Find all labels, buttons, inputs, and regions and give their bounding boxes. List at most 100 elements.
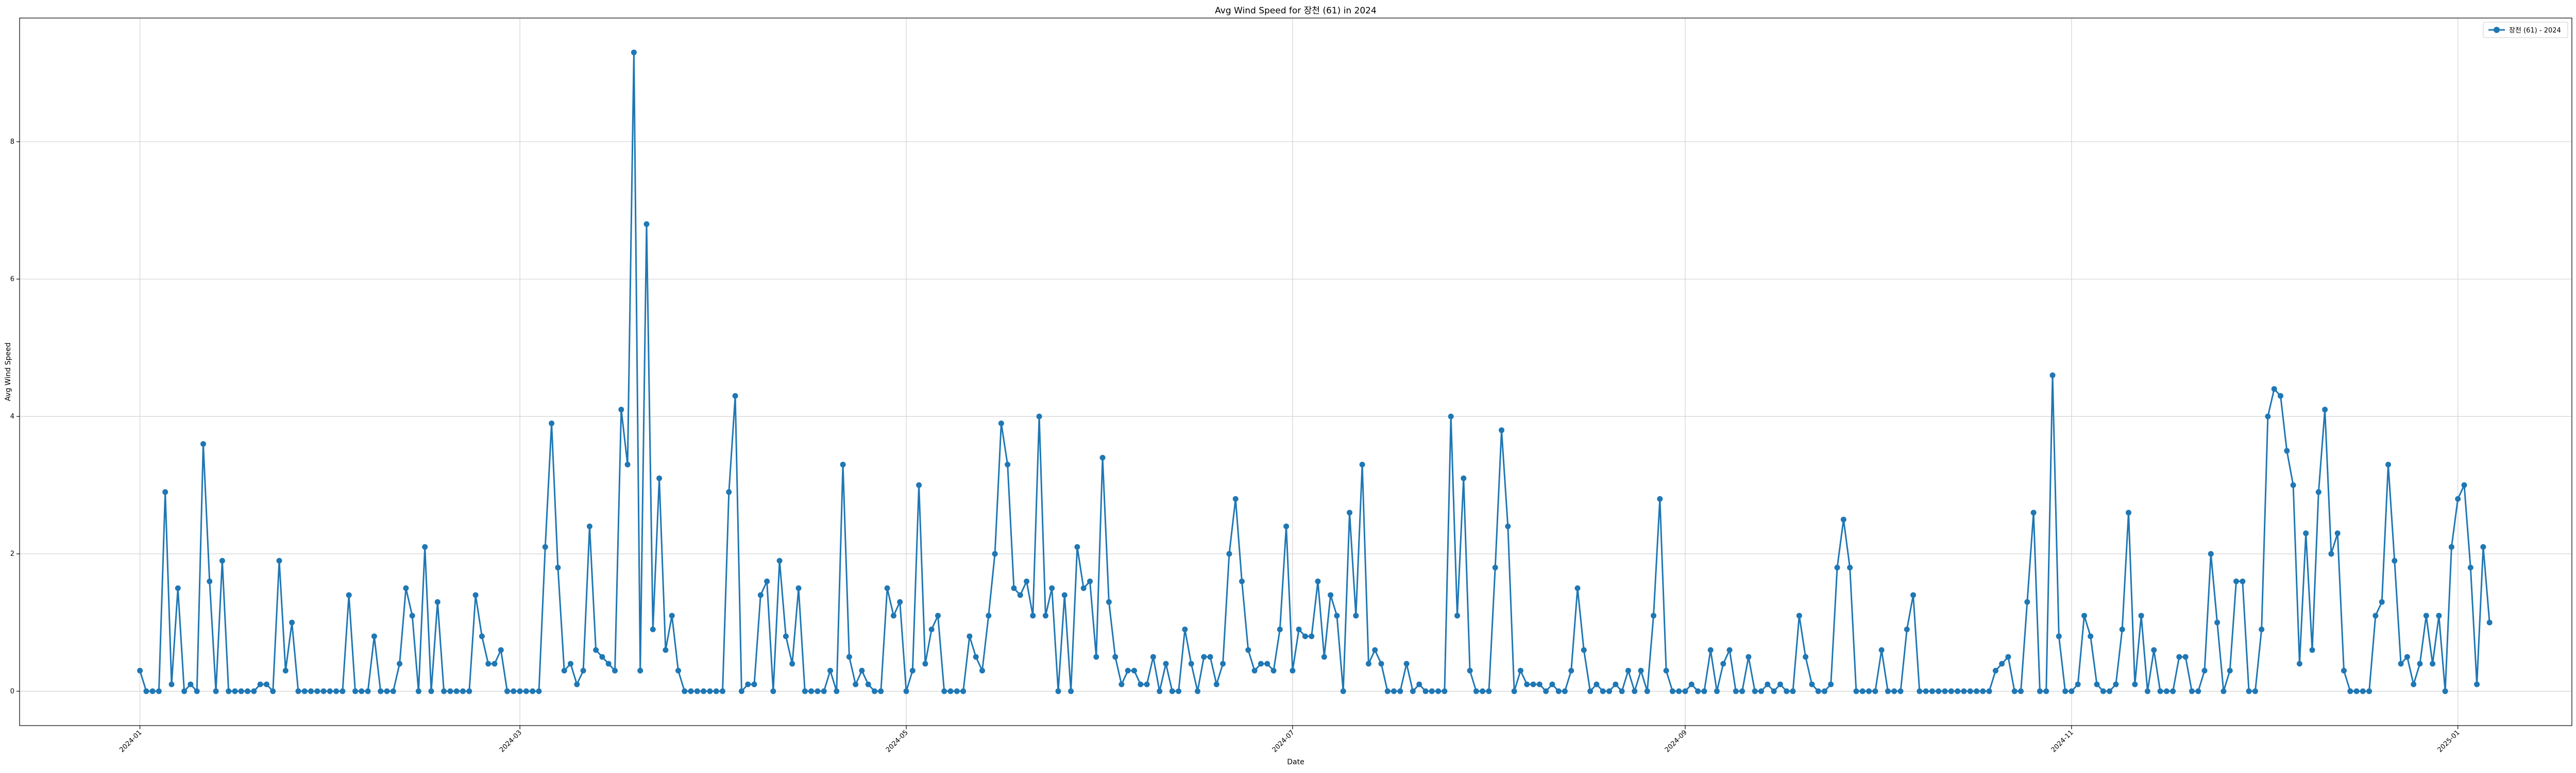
data-point: [967, 633, 973, 640]
data-point: [928, 626, 935, 632]
data-point: [1080, 585, 1087, 591]
data-point: [207, 578, 213, 584]
data-point: [2284, 448, 2290, 454]
data-point: [1562, 688, 1568, 694]
data-point: [586, 523, 592, 529]
data-point: [561, 667, 567, 674]
data-point: [1758, 688, 1764, 694]
data-point: [1638, 667, 1644, 674]
data-point: [1486, 688, 1492, 694]
data-point: [2056, 633, 2062, 640]
data-point: [2189, 688, 2195, 694]
data-point: [1543, 688, 1549, 694]
data-point: [865, 681, 871, 687]
data-point: [745, 681, 751, 687]
data-point: [1163, 661, 1169, 667]
data-point: [1239, 578, 1245, 584]
data-point: [1726, 647, 1733, 653]
data-point: [2170, 688, 2176, 694]
data-point: [1663, 667, 1669, 674]
legend-label: 장천 (61) - 2024: [2509, 27, 2561, 35]
data-point: [504, 688, 510, 694]
data-point: [1657, 496, 1663, 502]
data-point: [1365, 661, 1371, 667]
data-point: [1840, 516, 1846, 523]
data-point: [447, 688, 453, 694]
data-point: [2455, 496, 2461, 502]
data-point: [1347, 510, 1352, 516]
data-point: [1790, 688, 1796, 694]
data-point: [1606, 688, 1612, 694]
data-point: [2271, 386, 2277, 392]
data-point: [1917, 688, 1923, 694]
data-point: [992, 551, 998, 557]
data-point: [1422, 688, 1429, 694]
data-point: [1429, 688, 1435, 694]
data-point: [1581, 647, 1587, 653]
data-point: [1549, 681, 1555, 687]
data-point: [453, 688, 460, 694]
data-point: [409, 613, 415, 619]
data-point: [2480, 544, 2486, 550]
data-point: [1176, 688, 1182, 694]
data-point: [1669, 688, 1675, 694]
data-point: [2259, 626, 2265, 632]
chart-title: Avg Wind Speed for 장천 (61) in 2024: [1215, 6, 1377, 16]
data-point: [1878, 647, 1885, 653]
data-point: [1384, 688, 1391, 694]
data-point: [422, 544, 428, 550]
data-point: [2303, 530, 2309, 536]
data-point: [359, 688, 365, 694]
data-point: [1745, 654, 1752, 660]
data-point: [1688, 681, 1694, 687]
data-point: [1632, 688, 1638, 694]
data-point: [1707, 647, 1714, 653]
data-point: [384, 688, 390, 694]
data-point: [834, 688, 840, 694]
data-point: [1613, 681, 1619, 687]
data-point: [2233, 578, 2239, 584]
data-point: [1942, 688, 1948, 694]
data-point: [1442, 688, 1448, 694]
data-point: [2005, 654, 2011, 660]
data-point: [2100, 688, 2106, 694]
data-point: [1853, 688, 1859, 694]
data-point: [707, 688, 713, 694]
data-point: [1695, 688, 1701, 694]
data-point: [1594, 681, 1600, 687]
data-point: [764, 578, 770, 584]
data-point: [397, 661, 403, 667]
data-point: [2018, 688, 2024, 694]
data-point: [1771, 688, 1777, 694]
data-point: [2195, 688, 2201, 694]
data-point: [1264, 661, 1270, 667]
data-point: [846, 654, 852, 660]
data-point: [536, 688, 542, 694]
data-point: [270, 688, 276, 694]
data-point: [2037, 688, 2043, 694]
data-point: [827, 667, 833, 674]
data-point: [2372, 613, 2379, 619]
data-point: [327, 688, 333, 694]
data-point: [580, 667, 586, 674]
data-point: [1600, 688, 1606, 694]
data-point: [2119, 626, 2125, 632]
data-point: [783, 633, 789, 640]
data-point: [726, 489, 732, 495]
data-point: [1245, 647, 1251, 653]
data-point: [1118, 681, 1125, 687]
data-point: [770, 688, 776, 694]
data-point: [549, 421, 555, 426]
data-point: [2011, 688, 2018, 694]
data-point: [1213, 681, 1219, 687]
data-point: [472, 592, 479, 598]
data-point: [1701, 688, 1707, 694]
data-point: [1125, 667, 1131, 674]
data-point: [1207, 654, 1213, 660]
data-point: [1834, 564, 1840, 570]
data-point: [1682, 688, 1688, 694]
data-point: [605, 661, 612, 667]
data-point: [872, 688, 877, 694]
data-point: [143, 688, 149, 694]
x-axis-label: Date: [1287, 758, 1304, 766]
